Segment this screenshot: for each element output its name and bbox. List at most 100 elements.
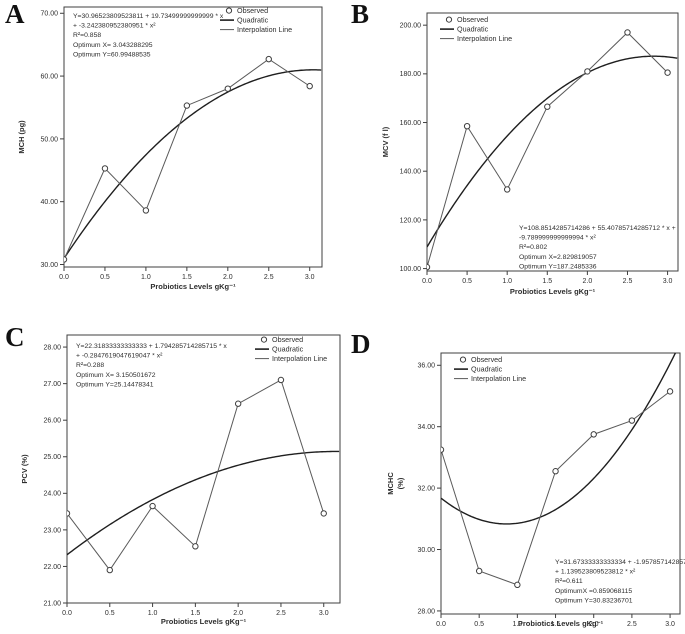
x-tick-label: 1.5 [191, 610, 201, 617]
chart-a-mch: 30.00 40.00 50.00 60.00 70.00 0.0 0.5 1.0 1.5 2.0… [17, 6, 323, 291]
x-tick-label: 2.0 [223, 274, 233, 281]
annotation-line: Y=108.8514285714286 + 55.40785714285712 … [519, 225, 676, 232]
fit-annotation: Y=31.67333333333334 + -1.957857142857151… [555, 559, 685, 604]
observed-point-marker [306, 82, 313, 90]
observed-point-marker [584, 68, 591, 75]
interpolation-line [441, 390, 671, 586]
legend-label: Quadratic [237, 16, 269, 25]
y-tick-label: 30.00 [40, 262, 58, 269]
observed-points [64, 55, 313, 263]
y-axis: 30.00 40.00 50.00 60.00 70.00 [40, 11, 64, 269]
x-tick-label: 1.5 [551, 621, 561, 628]
x-tick-label: 1.5 [542, 278, 552, 285]
y-tick-label: 160.00 [400, 120, 422, 127]
x-axis: 0.0 0.5 1.0 1.5 2.0 2.5 3.0 [62, 603, 329, 617]
legend-label: Quadratic [272, 345, 304, 354]
observed-point-marker [503, 186, 511, 193]
fit-annotation: Y=22.31833333333333 + 1.794285714285715 … [76, 343, 227, 388]
observed-point-marker [664, 69, 671, 76]
interpolation-line [64, 58, 310, 260]
y-tick-label: 60.00 [40, 73, 58, 80]
annotation-line: Optimum Y=187.2485336 [519, 263, 597, 270]
annotation-line: Optimum Y=25.14478341 [76, 381, 154, 388]
y-tick-label: 22.00 [43, 564, 61, 571]
chart-d-mchc: 28.00 30.00 32.00 34.00 36.00 0.0 0.5 1.0 1.5 2.0… [386, 352, 685, 628]
x-tick-label: 1.0 [141, 274, 151, 281]
x-tick-label: 1.0 [148, 610, 158, 617]
y-tick-label: 23.00 [43, 527, 61, 534]
y-axis: 21.00 22.00 23.00 24.00 25.00 26.00 27.00 28.00 [43, 344, 67, 607]
legend-label: Observed [237, 6, 268, 15]
observed-point-marker [183, 102, 191, 109]
x-tick-label: 0.5 [462, 278, 472, 285]
x-axis-label: Probiotics Levels gKg⁻¹ [150, 282, 236, 291]
plot-frame [66, 334, 341, 604]
legend-observed-marker-icon [459, 356, 467, 363]
y-tick-label: 40.00 [40, 199, 58, 206]
y-tick-label: 28.00 [43, 344, 61, 351]
annotation-line: R²=0.611 [555, 578, 583, 585]
x-axis-label: Probiotics Levels gKg⁻¹ [518, 619, 604, 628]
annotation-line: Optimum X=2.829819057 [519, 254, 597, 261]
observed-point-marker [427, 263, 431, 271]
y-axis-label: MCH (pg) [17, 120, 26, 154]
observed-points [441, 388, 674, 589]
x-axis-label: Probiotics Levels gKg⁻¹ [161, 617, 247, 626]
x-tick-label: 3.0 [319, 610, 329, 617]
x-axis-label: Probiotics Levels gKg⁻¹ [510, 287, 596, 296]
x-tick-label: 0.5 [105, 610, 115, 617]
observed-point-marker [666, 388, 674, 395]
observed-point-marker [552, 468, 559, 475]
y-tick-label: 70.00 [40, 11, 58, 18]
panel-letter-d: D [351, 329, 371, 359]
y-tick-label: 30.00 [417, 547, 435, 554]
x-tick-label: 3.0 [663, 278, 673, 285]
panel-letter-b: B [351, 0, 370, 29]
x-tick-label: 2.0 [589, 621, 599, 628]
annotation-line: + 1.139523809523812 * x² [555, 569, 636, 576]
x-tick-label: 3.0 [665, 621, 675, 628]
x-tick-label: 2.5 [276, 610, 286, 617]
legend-label: Quadratic [457, 25, 489, 34]
observed-point-marker [192, 543, 199, 550]
legend-label: Interpolation Line [471, 374, 526, 383]
observed-point-marker [590, 431, 597, 438]
annotation-line: Optimum X= 3.043288295 [73, 42, 153, 49]
x-tick-label: 2.5 [627, 621, 637, 628]
annotation-line: Optimum X= 3.150501672 [76, 372, 156, 379]
legend-observed-marker-icon [225, 7, 233, 14]
y-tick-label: 24.00 [43, 491, 61, 498]
annotation-line: R²=0.288 [76, 362, 104, 369]
x-tick-label: 2.0 [583, 278, 593, 285]
y-axis-label: PCV (%) [20, 454, 29, 484]
y-tick-label: 50.00 [40, 136, 58, 143]
observed-point-marker [142, 207, 150, 214]
y-tick-label: 26.00 [43, 418, 61, 425]
y-axis: 100.00 120.00 140.00 160.00 180.00 200.00 [400, 23, 427, 273]
annotation-line: + -0.2847619047619047 * x² [76, 353, 163, 360]
observed-point-marker [320, 510, 327, 517]
panel-letter-c: C [5, 322, 25, 352]
observed-point-marker [463, 122, 471, 130]
x-tick-label: 2.5 [623, 278, 633, 285]
fit-annotation: Y=108.8514285714286 + 55.40785714285712 … [519, 225, 676, 270]
legend-label: Interpolation Line [272, 354, 327, 363]
y-tick-label: 32.00 [417, 486, 435, 493]
annotation-line: Optimum Y=60.99488535 [73, 51, 151, 58]
legend-label: Interpolation Line [457, 34, 512, 43]
interpolation-line [67, 379, 325, 571]
legend-label: Observed [457, 15, 488, 24]
y-tick-label: 200.00 [400, 23, 422, 30]
panel-c: C 21.00 22.00 23.00 24.00 25.00 26.00 27.00 28.… [0, 317, 342, 634]
y-tick-label: 34.00 [417, 424, 435, 431]
x-tick-label: 0.0 [59, 274, 69, 281]
quadratic-curve [67, 450, 340, 556]
observed-point-marker [106, 566, 113, 574]
observed-point-marker [628, 417, 636, 424]
panel-letter-a: A [5, 0, 25, 29]
x-tick-label: 3.0 [305, 274, 315, 281]
annotation-line: Optimum Y=30.83236701 [555, 597, 633, 604]
